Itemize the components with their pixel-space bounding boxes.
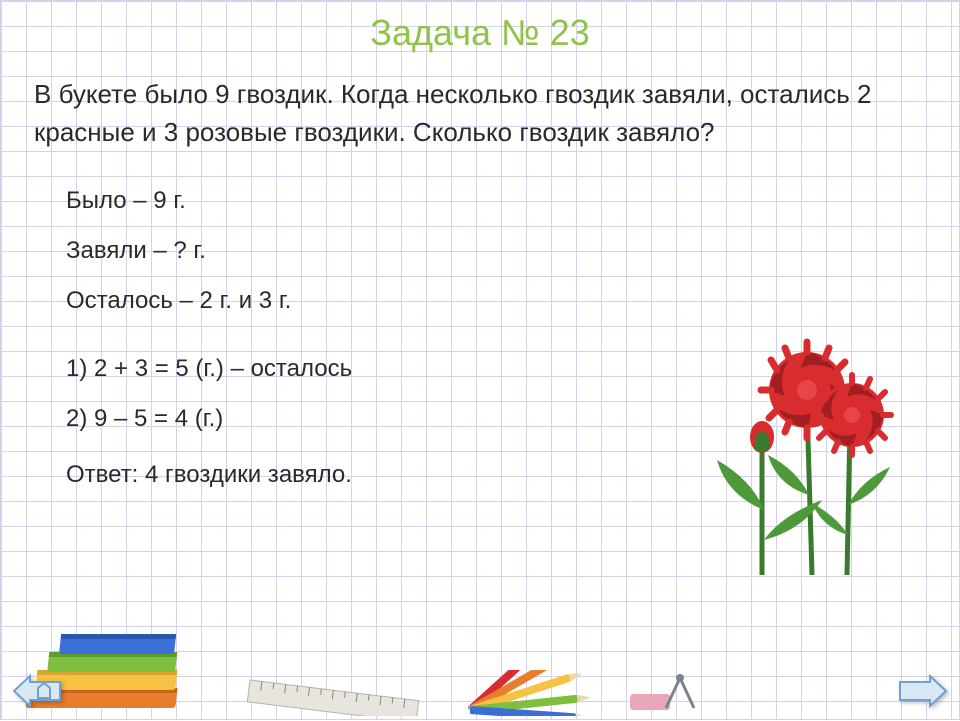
- given-was: Было – 9 г.: [66, 187, 930, 215]
- slide-content: Задача № 23 В букете было 9 гвоздик. Ког…: [0, 0, 960, 720]
- problem-title: Задача № 23: [30, 12, 930, 54]
- home-button[interactable]: [10, 668, 66, 714]
- carnations-illustration: [672, 295, 902, 575]
- next-arrow-icon: [894, 668, 950, 714]
- stationery-illustration: [210, 670, 730, 716]
- next-button[interactable]: [894, 668, 950, 714]
- given-wilted: Завяли – ? г.: [66, 237, 930, 265]
- problem-text: В букете было 9 гвоздик. Когда несколько…: [30, 76, 930, 151]
- home-icon: [10, 668, 66, 714]
